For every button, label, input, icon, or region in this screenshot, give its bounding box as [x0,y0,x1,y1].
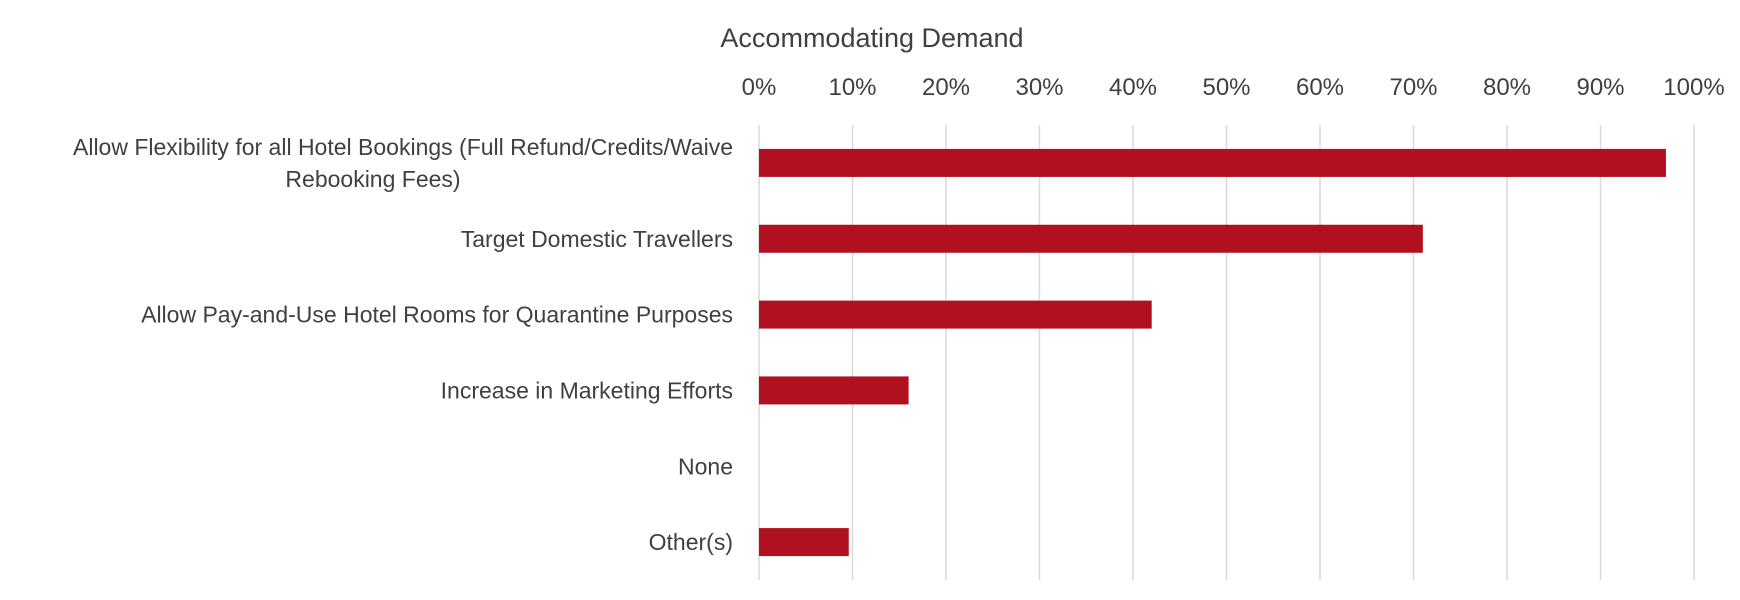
gridlines [758,125,1695,580]
x-tick-label: 30% [1015,74,1063,101]
x-tick-label: 80% [1483,74,1531,101]
x-tick-label: 0% [742,74,777,101]
x-tick-label: 100% [1663,74,1724,101]
category-labels: Allow Flexibility for all Hotel Bookings… [73,134,733,555]
chart-title: Accommodating Demand [720,23,1023,53]
bar [759,224,1423,253]
category-label: None [678,453,733,479]
x-axis-tick-labels: 0% 10% 20% 30% 40% 50% 60% 70% 80% 90% 100% [742,74,1725,101]
x-tick-label: 60% [1296,74,1344,101]
bar [759,376,909,405]
bar [759,528,849,557]
category-label: Increase in Marketing Efforts [441,377,733,403]
category-label: Other(s) [649,529,733,555]
x-tick-label: 40% [1109,74,1157,101]
x-tick-label: 90% [1576,74,1624,101]
x-tick-label: 50% [1202,74,1250,101]
x-tick-label: 70% [1389,74,1437,101]
x-tick-label: 20% [922,74,970,101]
bar [759,148,1666,177]
x-tick-label: 10% [828,74,876,101]
category-label: Allow Flexibility for all Hotel Bookings… [73,134,733,192]
category-label: Target Domestic Travellers [461,226,733,252]
category-label: Allow Pay-and-Use Hotel Rooms for Quaran… [141,302,733,328]
bars [759,148,1666,557]
bar [759,300,1152,329]
